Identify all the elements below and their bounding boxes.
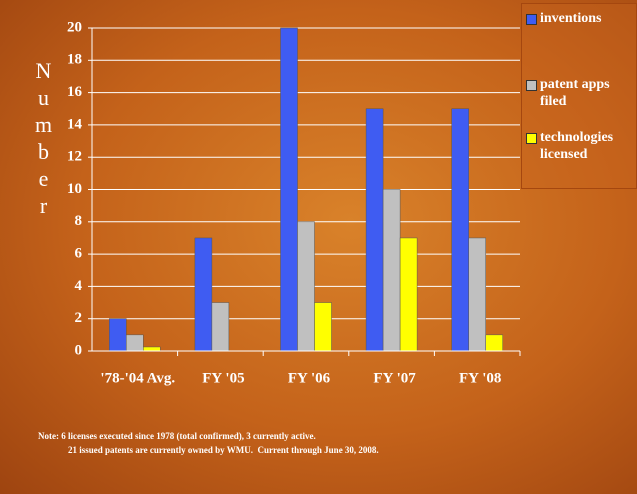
y-tick-label: 0 [75,342,83,358]
y-tick-label: 2 [75,310,83,326]
legend-entry: technologies licensed [526,129,636,163]
y-tick-label: 8 [75,213,83,229]
bar [399,237,418,352]
y-tick-label: 4 [75,278,83,294]
bar [451,108,469,352]
legend-swatch [526,133,537,144]
x-tick-label: FY '06 [288,370,331,386]
x-tick-label: FY '08 [459,370,501,386]
bar [485,334,503,352]
y-tick-label: 10 [67,181,82,197]
legend-entry: inventions [526,10,601,27]
legend-label: inventions [540,11,602,26]
y-tick-label: 18 [67,52,82,68]
bar [211,302,230,352]
x-tick-label: '78-'04 Avg. [100,370,175,386]
y-tick-label: 20 [67,19,82,35]
note: 21 issued patents are currently owned by… [68,445,379,455]
legend-label: patent apps filed [540,77,610,109]
bar [382,189,401,352]
legend-entry: patent apps filed [526,76,636,110]
bar [314,302,332,352]
y-tick-label: 6 [75,246,83,262]
y-tick-label: 16 [67,84,83,100]
y-tick-label: 12 [67,149,82,165]
bar [143,346,161,352]
y-tick-label: 14 [67,116,83,132]
bar [468,237,486,352]
bar [365,108,384,352]
x-tick-label: FY '07 [373,370,416,386]
x-tick-label: FY '05 [202,370,244,386]
legend: inventions patent apps filed technologies … [521,3,637,189]
bar [109,318,127,352]
legend-swatch [526,14,537,25]
legend-swatch [526,80,537,91]
bar [280,27,298,352]
bar [194,237,213,352]
note: Note: 6 licenses executed since 1978 (to… [38,431,316,441]
y-axis-label: Number [31,58,56,220]
legend-label: technologies licensed [540,130,614,162]
bar [297,221,315,352]
bar [126,334,144,352]
